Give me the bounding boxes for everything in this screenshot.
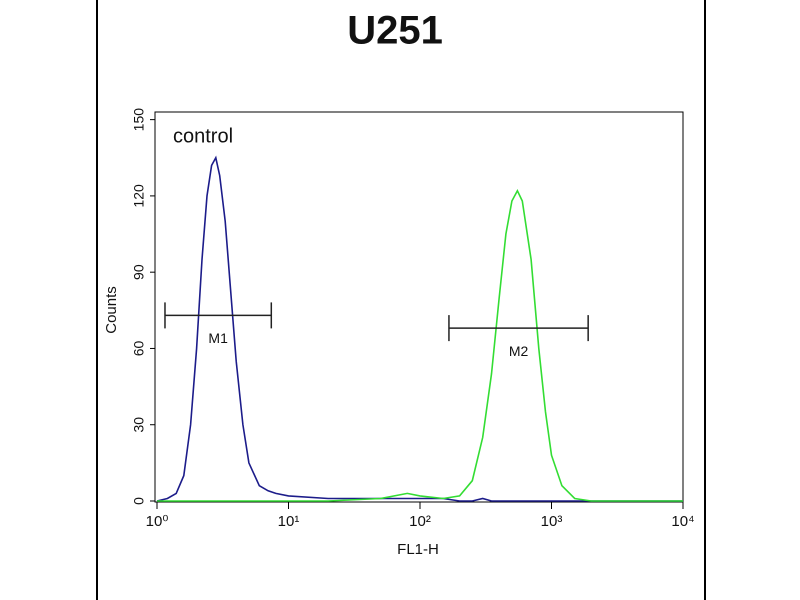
x-tick-label: 10⁴ bbox=[671, 513, 694, 530]
marker-label: M1 bbox=[208, 330, 228, 346]
y-tick-label: 60 bbox=[131, 340, 147, 356]
y-tick-label: 120 bbox=[131, 184, 147, 208]
series-line bbox=[156, 155, 683, 502]
y-tick-label: 0 bbox=[131, 497, 147, 505]
x-tick-label: 10¹ bbox=[278, 513, 300, 530]
x-tick-label: 10² bbox=[409, 513, 431, 530]
y-tick-label: 150 bbox=[131, 108, 147, 132]
x-axis-label: FL1-H bbox=[397, 541, 439, 558]
x-tick-label: 10⁰ bbox=[146, 513, 169, 530]
y-tick-label: 30 bbox=[131, 417, 147, 433]
y-axis-label: Counts bbox=[103, 286, 120, 334]
marker-label: M2 bbox=[509, 343, 529, 359]
plot-frame bbox=[154, 111, 684, 503]
x-tick-label: 10³ bbox=[541, 513, 563, 530]
series-line bbox=[157, 189, 683, 502]
y-tick-label: 90 bbox=[131, 264, 147, 280]
chart-title: U251 bbox=[347, 9, 443, 53]
annotation: control bbox=[173, 125, 233, 147]
